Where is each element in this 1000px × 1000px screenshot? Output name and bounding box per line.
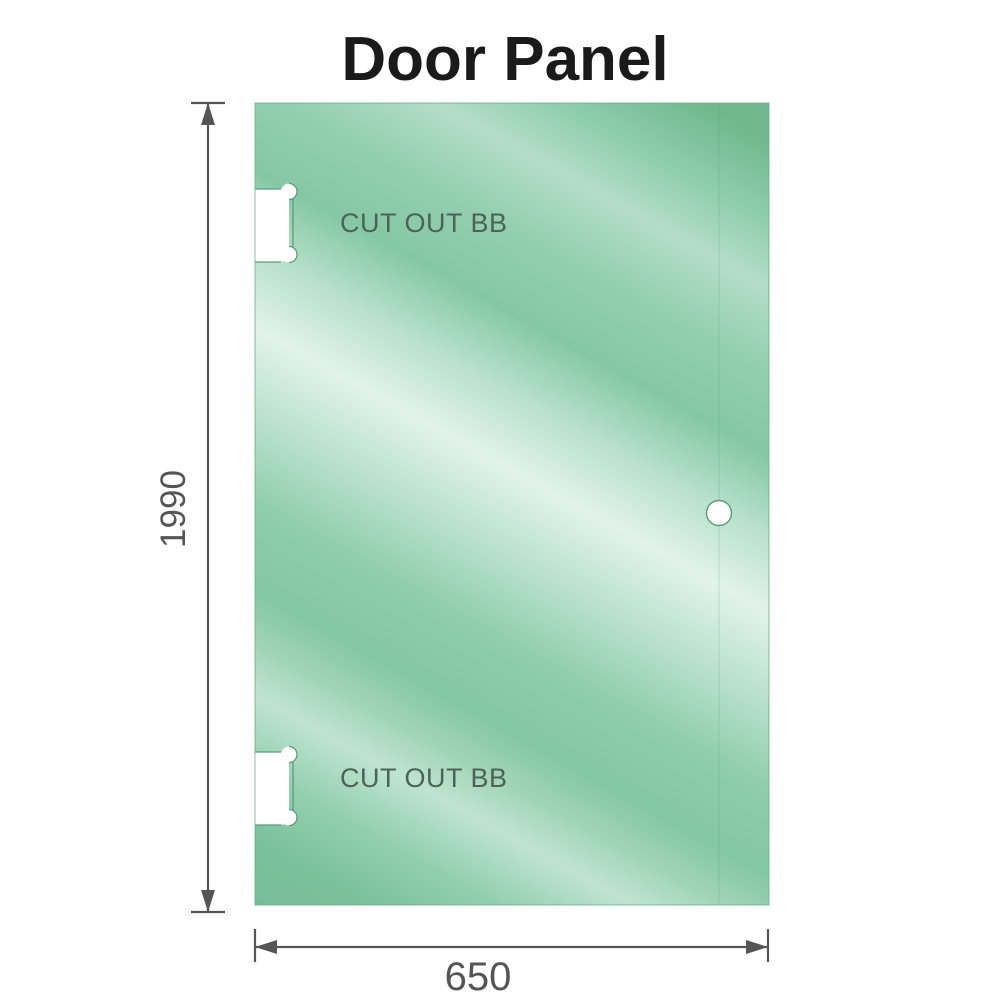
svg-text:650: 650 <box>445 955 512 999</box>
svg-text:1990: 1990 <box>154 470 193 548</box>
svg-text:CUT OUT BB: CUT OUT BB <box>340 763 508 793</box>
svg-text:Door Panel: Door Panel <box>341 25 668 94</box>
svg-text:CUT OUT BB: CUT OUT BB <box>340 208 508 238</box>
